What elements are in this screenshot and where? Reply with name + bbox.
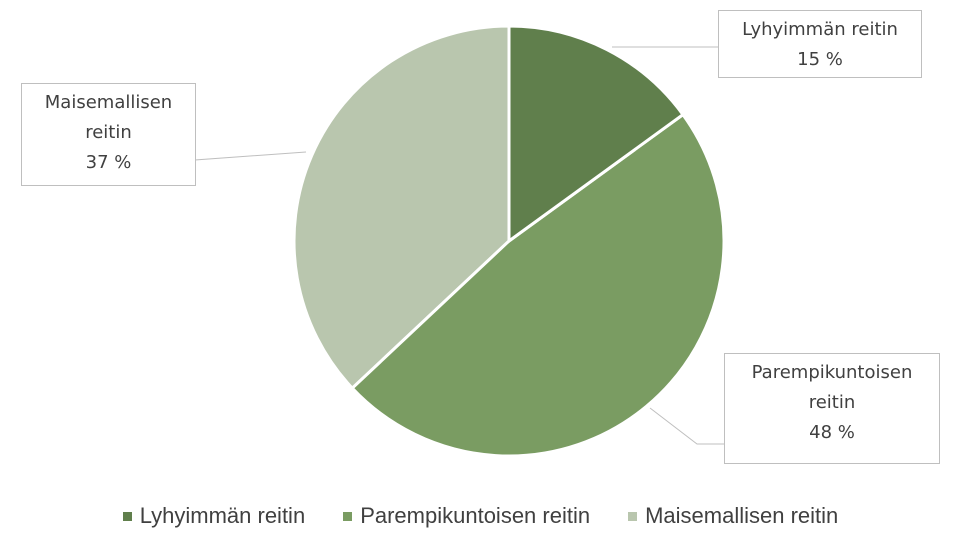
legend-item: Lyhyimmän reitin: [122, 503, 306, 529]
legend-label: Lyhyimmän reitin: [139, 503, 306, 528]
legend: Lyhyimmän reitin Parempikuntoisen reitin M…: [0, 503, 961, 529]
label-value: 48 %: [809, 422, 855, 443]
label-value: 37 %: [85, 152, 132, 173]
data-label: Maisemallisen reitin 37 %: [21, 83, 196, 186]
pie-slice: [350, 112, 726, 458]
legend-swatch: [343, 511, 353, 521]
pie-slice: [292, 24, 511, 391]
legend-item: Maisemallisen reitin: [628, 503, 838, 529]
legend-label: Parempikuntoisen reitin: [360, 503, 591, 528]
legend-item: Parempikuntoisen reitin: [343, 503, 590, 529]
label-value: 15 %: [797, 49, 843, 70]
legend-swatch: [628, 511, 638, 521]
pie-slice: [507, 24, 686, 244]
leader-line: [194, 151, 307, 167]
data-label: Lyhyimmän reitin 15 %: [718, 10, 922, 78]
legend-label: Maisemallisen reitin: [645, 503, 839, 528]
leader-line: [649, 407, 724, 445]
label-category: Parempikuntoisen reitin: [751, 362, 913, 413]
legend-swatch: [122, 511, 132, 521]
data-label: Parempikuntoisen reitin 48 %: [724, 353, 940, 464]
label-category: Maisemallisen reitin: [44, 92, 173, 143]
label-category: Lyhyimmän reitin: [742, 19, 898, 40]
